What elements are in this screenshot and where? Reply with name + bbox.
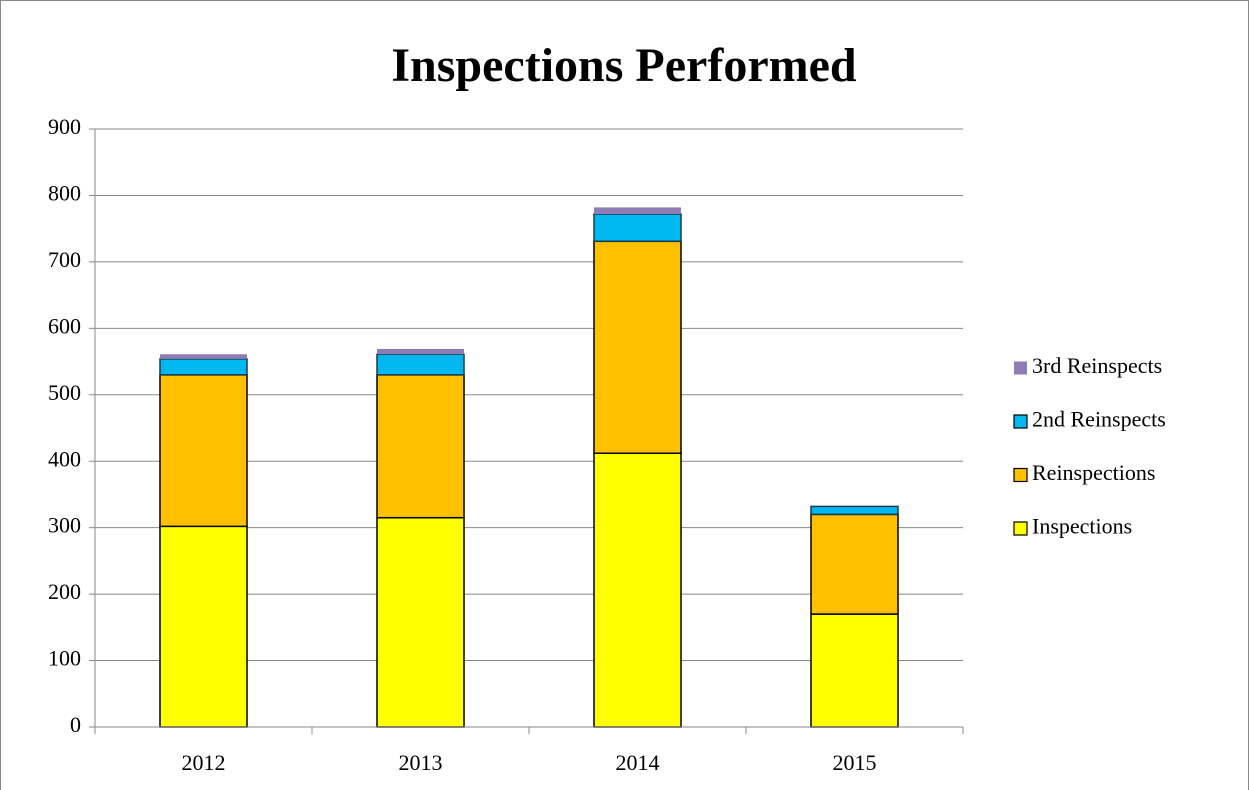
legend-label: Inspections xyxy=(1032,514,1132,539)
bar-segment xyxy=(593,213,682,243)
legend-swatch xyxy=(1014,361,1027,375)
legend-swatch xyxy=(1013,414,1028,429)
chart-title: Inspections Performed xyxy=(391,39,857,92)
y-tick-label: 400 xyxy=(48,446,81,471)
bar-segment xyxy=(376,374,465,519)
bar-segment xyxy=(593,452,682,728)
bar-segment xyxy=(160,354,247,359)
legend-label: Reinspections xyxy=(1032,460,1155,485)
bar-segment xyxy=(810,513,899,615)
bar-segment xyxy=(376,516,465,728)
bar-segment xyxy=(159,358,248,376)
y-tick-label: 600 xyxy=(48,313,81,338)
bar-segment xyxy=(159,525,248,728)
y-tick-label: 100 xyxy=(48,646,81,671)
y-tick-label: 900 xyxy=(48,114,81,139)
bar-segment xyxy=(159,374,248,528)
legend-label: 3rd Reinspects xyxy=(1032,353,1162,378)
bar-segment xyxy=(593,240,682,454)
legend-swatch xyxy=(1013,521,1028,536)
y-tick-label: 200 xyxy=(48,579,81,604)
bar-segment xyxy=(376,353,465,376)
y-tick-label: 0 xyxy=(70,712,81,737)
y-tick-label: 700 xyxy=(48,247,81,272)
bar-segment xyxy=(810,505,899,516)
legend-swatch xyxy=(1013,467,1028,483)
y-tick-label: 800 xyxy=(48,180,81,205)
x-tick-label: 2015 xyxy=(833,750,877,775)
x-tick-label: 2013 xyxy=(399,750,443,775)
x-tick-label: 2012 xyxy=(182,750,226,775)
y-tick-label: 300 xyxy=(48,513,81,538)
bar-segment xyxy=(594,207,681,215)
bar-segment xyxy=(377,348,464,355)
x-tick-label: 2014 xyxy=(616,750,660,775)
bar-segment xyxy=(810,613,899,728)
legend-label: 2nd Reinspects xyxy=(1032,407,1166,432)
y-tick-label: 500 xyxy=(48,380,81,405)
